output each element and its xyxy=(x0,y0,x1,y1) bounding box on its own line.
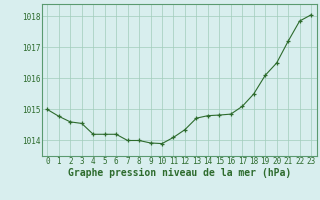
X-axis label: Graphe pression niveau de la mer (hPa): Graphe pression niveau de la mer (hPa) xyxy=(68,168,291,178)
